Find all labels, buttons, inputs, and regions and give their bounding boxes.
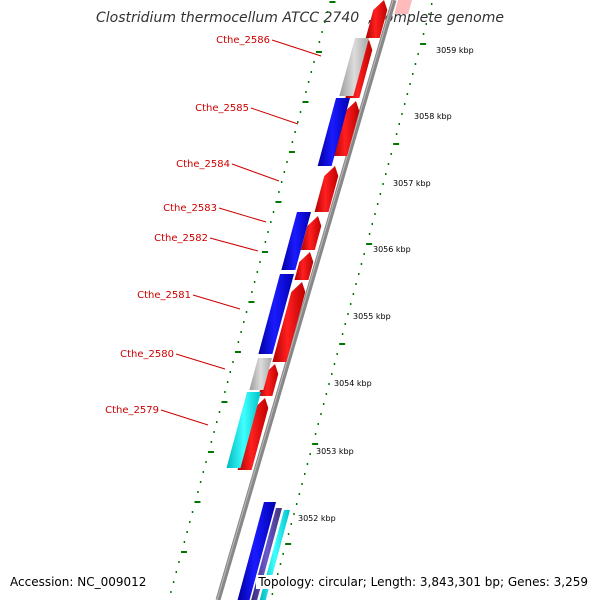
reverse-gene-box: [237, 502, 276, 600]
label-leader-line: [218, 207, 267, 223]
inner-tick-track: [170, 1, 336, 593]
kbp-label: 3052 kbp: [298, 514, 336, 523]
label-leader-line: [209, 237, 259, 252]
gene-labels: Cthe_2586 Cthe_2585 Cthe_2584 Cthe_2583 Cthe…: [105, 35, 322, 426]
forward-gene-arrow: [300, 216, 322, 250]
gene-label: Cthe_2581: [137, 290, 191, 301]
gene-label: Cthe_2579: [105, 405, 159, 416]
gene-label: Cthe_2586: [216, 35, 270, 46]
gene-label: Cthe_2585: [195, 103, 249, 114]
label-leader-line: [250, 107, 299, 125]
kbp-label: 3057 kbp: [393, 179, 431, 188]
gene-gap: [354, 0, 372, 34]
kbp-label: 3056 kbp: [373, 245, 411, 254]
backbone-line: [215, 0, 397, 600]
reverse-gene-box: [226, 392, 261, 468]
kbp-label: 3055 kbp: [353, 312, 391, 321]
gene-label: Cthe_2584: [176, 159, 230, 170]
accession-text: Accession: NC_009012: [10, 575, 147, 589]
forward-gene-arrow-faded: [394, 0, 412, 14]
backbone-highlight: [216, 0, 394, 600]
gene-features: [226, 0, 412, 600]
label-leader-line: [192, 294, 241, 310]
label-leader-line: [175, 353, 226, 370]
gene-label: Cthe_2582: [154, 233, 208, 244]
gene-label: Cthe_2583: [163, 203, 217, 214]
forward-gene-arrow: [294, 252, 314, 280]
reverse-gene-box: [317, 98, 350, 166]
reverse-gene-box: [281, 212, 311, 270]
forward-gene-arrow: [237, 398, 269, 470]
forward-gene-arrow: [272, 282, 306, 362]
forward-gene-arrow: [365, 0, 388, 38]
kbp-label: 3053 kbp: [316, 447, 354, 456]
kbp-label: 3059 kbp: [436, 46, 474, 55]
forward-gene-arrow: [314, 166, 339, 212]
label-leader-line: [160, 409, 209, 426]
label-leader-line: [271, 39, 322, 57]
kbp-label: 3054 kbp: [334, 379, 372, 388]
kbp-labels: 3059 kbp 3058 kbp 3057 kbp 3056 kbp 3055 kbp…: [298, 46, 474, 523]
label-leader-line: [231, 163, 280, 182]
topology-text: Topology: circular; Length: 3,843,301 bp…: [256, 575, 590, 589]
reverse-gene-box: [339, 38, 369, 96]
gene-label: Cthe_2580: [120, 349, 174, 360]
kbp-label: 3058 kbp: [414, 112, 452, 121]
reverse-gene-box: [249, 358, 272, 390]
reverse-gene-box: [258, 274, 294, 354]
forward-gene-arrow: [333, 101, 360, 156]
